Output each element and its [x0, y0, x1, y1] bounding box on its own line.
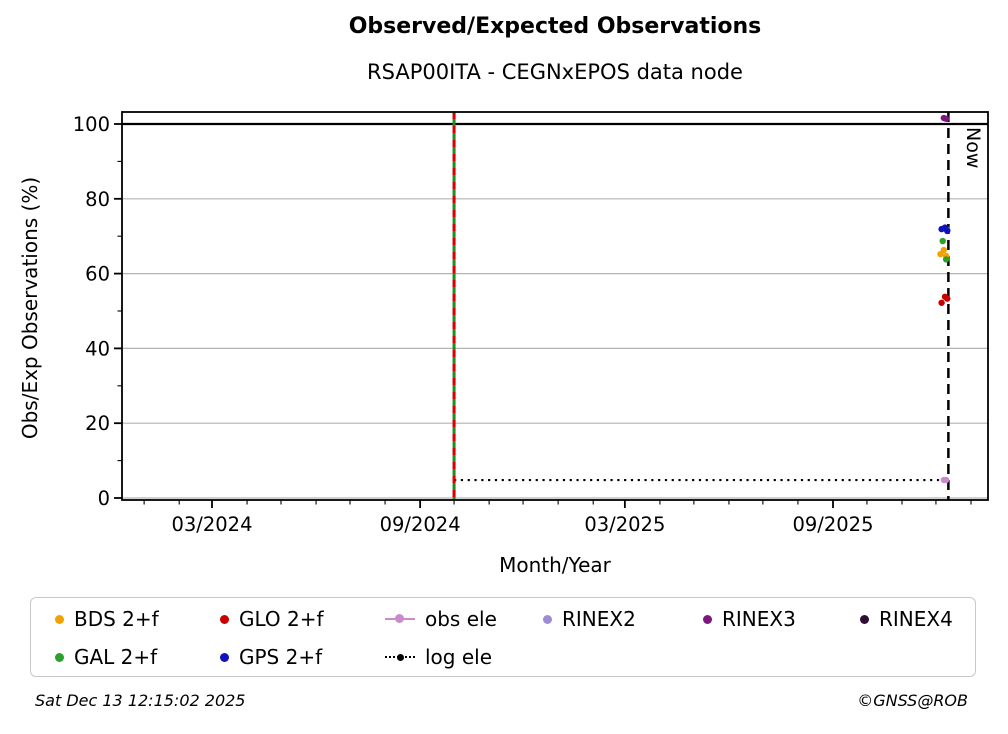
legend-label-gal: GAL 2+f	[74, 645, 158, 669]
rinex3-marker-icon	[703, 614, 712, 624]
plot-area: 03/2024 09/2024 03/2025 09/2025 0 20 40 60 80 100	[73, 111, 989, 536]
y-tick-label: 20	[85, 412, 110, 435]
series-gps-2-f-points	[938, 224, 951, 235]
timestamp: Sat Dec 13 12:15:02 2025	[35, 691, 246, 710]
y-tick-label: 80	[85, 188, 110, 211]
legend: BDS 2+f GLO 2+f obs ele RINEX2 RINEX3 RI…	[30, 597, 976, 677]
y-axis-label: Obs/Exp Observations (%)	[18, 176, 42, 440]
log-ele-marker-icon	[385, 652, 415, 662]
gridlines	[122, 198, 988, 499]
legend-label-obs-ele: obs ele	[425, 607, 497, 631]
rinex4-marker-icon	[860, 614, 869, 624]
legend-item-gps: GPS 2+f	[220, 638, 385, 676]
data-point	[944, 295, 951, 302]
y-tick-label: 60	[85, 263, 110, 286]
legend-item-gal: GAL 2+f	[55, 638, 220, 676]
legend-label-rinex3: RINEX3	[722, 607, 796, 631]
legend-label-rinex2: RINEX2	[562, 607, 636, 631]
obs-ele-marker-icon	[385, 614, 415, 624]
data-point	[940, 246, 948, 254]
gal-marker-icon	[55, 652, 64, 662]
now-line-label: Now	[962, 127, 984, 169]
series-obs-ele-points	[940, 476, 950, 484]
data-point	[942, 115, 950, 122]
legend-item-rinex3: RINEX3	[703, 600, 860, 638]
chart-title: Observed/Expected Observations	[348, 14, 762, 39]
legend-label-gps: GPS 2+f	[239, 645, 323, 669]
glo-marker-icon	[220, 614, 229, 624]
legend-item-bds: BDS 2+f	[55, 600, 220, 638]
gps-marker-icon	[220, 652, 229, 662]
x-tick-label: 09/2024	[380, 513, 461, 536]
reference-lines	[122, 112, 988, 500]
series-rinex3-points	[940, 114, 950, 122]
data-point	[938, 299, 945, 306]
rinex2-marker-icon	[543, 614, 552, 624]
x-axis-label: Month/Year	[499, 553, 611, 577]
x-tick-label: 09/2025	[792, 513, 873, 536]
data-point	[942, 256, 950, 263]
data-point	[944, 227, 951, 235]
legend-label-rinex4: RINEX4	[879, 607, 953, 631]
legend-label-glo: GLO 2+f	[239, 607, 324, 631]
y-tick-label: 0	[98, 487, 110, 510]
axis-ticks: 03/2024 09/2024 03/2025 09/2025 0 20 40 60 80 100	[73, 113, 972, 536]
legend-item-rinex2: RINEX2	[543, 600, 703, 638]
x-tick-label: 03/2025	[584, 513, 665, 536]
legend-item-glo: GLO 2+f	[220, 600, 385, 638]
y-tick-label: 100	[73, 113, 110, 136]
legend-label-log-ele: log ele	[425, 645, 493, 669]
bds-marker-icon	[55, 614, 64, 624]
series-glo-2-f-points	[938, 293, 951, 306]
legend-label-bds: BDS 2+f	[74, 607, 159, 631]
x-tick-label: 03/2024	[171, 513, 252, 536]
legend-item-rinex4: RINEX4	[860, 600, 975, 638]
data-point	[939, 237, 946, 245]
data-point	[942, 476, 950, 484]
y-tick-label: 40	[85, 337, 110, 360]
legend-item-log-ele: log ele	[385, 638, 543, 676]
plot-border	[121, 111, 989, 501]
chart-subtitle: RSAP00ITA - CEGNxEPOS data node	[367, 60, 743, 84]
legend-item-obs-ele: obs ele	[385, 600, 543, 638]
copyright: ©GNSS@ROB	[857, 691, 968, 710]
